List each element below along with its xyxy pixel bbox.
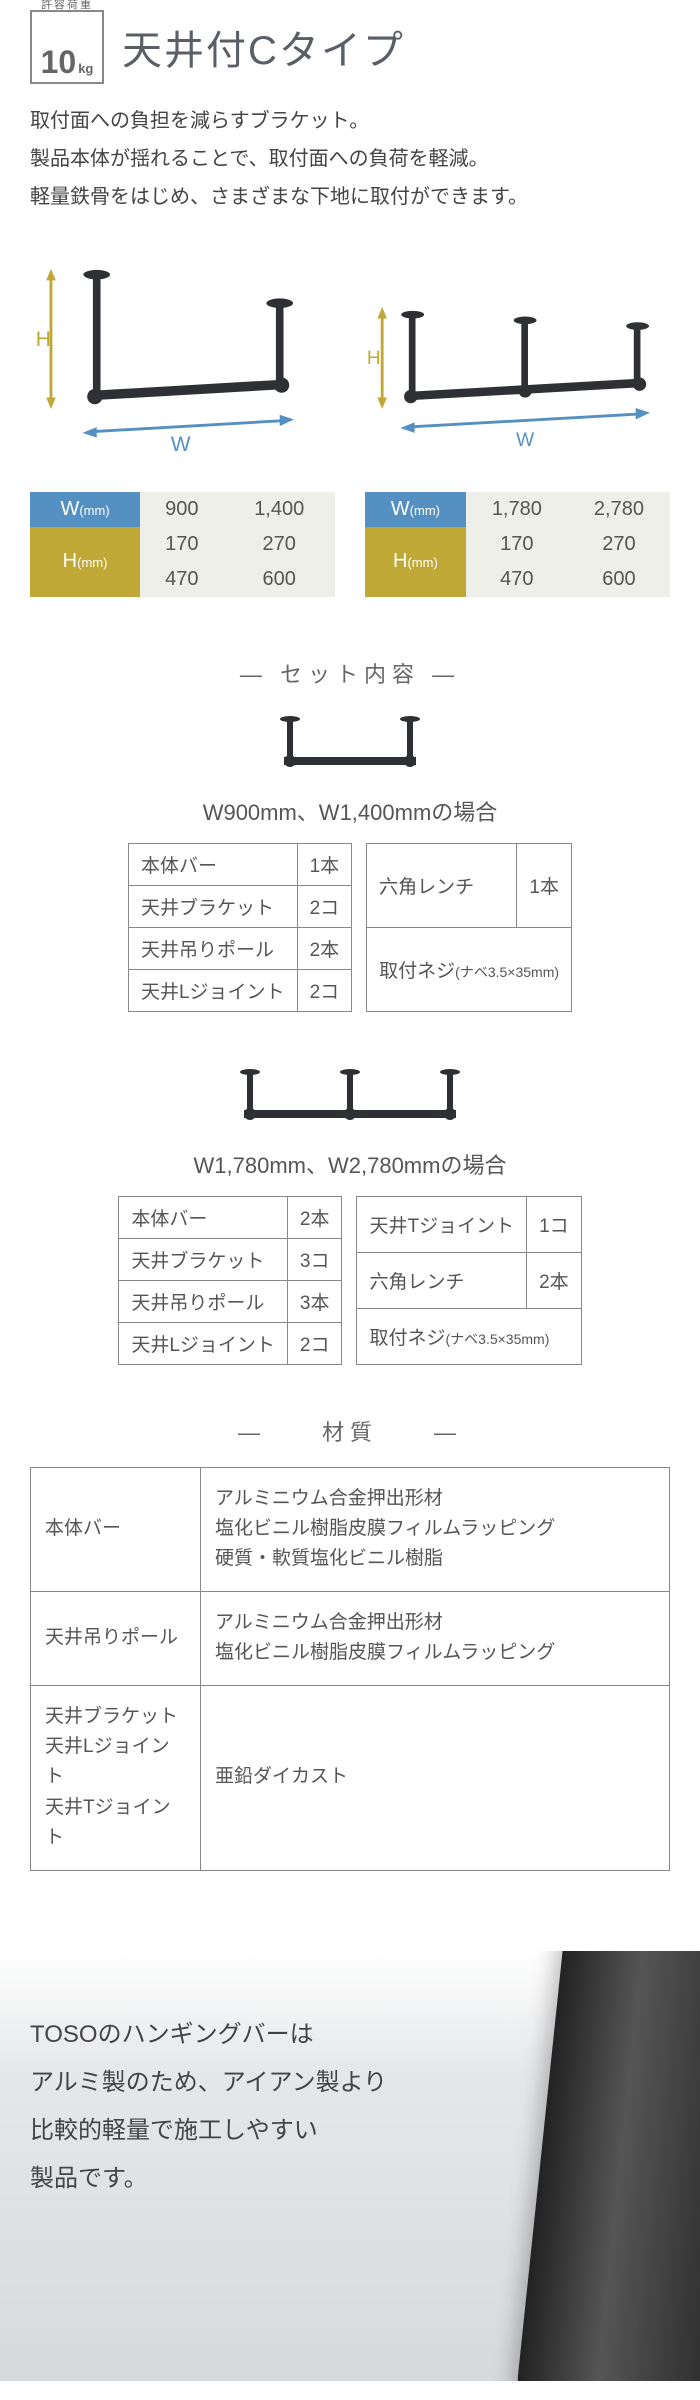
material-head: 本体バー xyxy=(31,1467,201,1591)
parts-row-a: 本体バー1本天井ブラケット2コ天井吊りポール2本天井Lジョイント2コ 六角レンチ… xyxy=(30,843,670,1012)
w-label: W xyxy=(516,430,534,451)
dim-val: 470 xyxy=(140,562,223,597)
h-label: H xyxy=(36,328,51,351)
dim-val: 470 xyxy=(466,562,568,597)
material-body: アルミニウム合金押出形材塩化ビニル樹脂皮膜フィルムラッピング xyxy=(201,1591,670,1685)
part-sub: (ナベ3.5×35mm) xyxy=(455,964,559,980)
part-qty: 2本 xyxy=(287,1196,342,1238)
part-label: 天井Tジョイント xyxy=(357,1196,527,1252)
footer-line: 製品です。 xyxy=(30,2155,670,2203)
part-label: 天井吊りポール xyxy=(128,927,297,969)
material-head: 天井ブラケット天井Lジョイント天井Tジョイント xyxy=(31,1685,201,1870)
parts-table: 六角レンチ1本取付ネジ(ナベ3.5×35mm) xyxy=(366,843,572,1012)
dim-val: 2,780 xyxy=(568,492,670,527)
set-caption-a: W900mm、W1,400mmの場合 xyxy=(30,795,670,827)
part-qty: 3本 xyxy=(287,1280,342,1322)
h-label: H xyxy=(367,348,381,369)
lead-line: 取付面への負担を減らすブラケット。 xyxy=(30,102,670,140)
dim-diagram-short: H W xyxy=(30,246,335,462)
part-label: 天井ブラケット xyxy=(119,1238,288,1280)
part-qty: 1コ xyxy=(527,1196,582,1252)
set-diagram-a xyxy=(30,709,670,785)
parts-table: 本体バー2本天井ブラケット3コ天井吊りポール3本天井Lジョイント2コ xyxy=(118,1196,342,1365)
part-label: 天井Lジョイント xyxy=(119,1322,288,1364)
footer-line: TOSOのハンギングバーは xyxy=(30,2011,670,2059)
lead-line: 製品本体が揺れることで、取付面への負荷を軽減。 xyxy=(30,140,670,178)
page-title: 天井付Cタイプ xyxy=(122,18,405,76)
part-label: 本体バー xyxy=(119,1196,288,1238)
footer-promo: TOSOのハンギングバーは アルミ製のため、アイアン製より 比較的軽量で施工しや… xyxy=(0,1951,700,2381)
part-qty: 3コ xyxy=(287,1238,342,1280)
parts-table: 天井Tジョイント1コ六角レンチ2本取付ネジ(ナベ3.5×35mm) xyxy=(356,1196,581,1365)
set-caption-b: W1,780mm、W2,780mmの場合 xyxy=(30,1148,670,1180)
part-label: 六角レンチ xyxy=(357,1252,527,1308)
part-label: 取付ネジ(ナベ3.5×35mm) xyxy=(357,1308,581,1364)
material-heading: ― 材質 ― xyxy=(30,1415,670,1447)
part-qty: 2コ xyxy=(297,885,352,927)
part-label: 取付ネジ(ナベ3.5×35mm) xyxy=(367,927,572,1011)
h-unit: (mm) xyxy=(77,555,107,570)
part-qty: 2本 xyxy=(297,927,352,969)
footer-line: 比較的軽量で施工しやすい xyxy=(30,2107,670,2155)
w-head: W xyxy=(391,498,410,520)
part-qty: 1本 xyxy=(297,843,352,885)
part-qty: 1本 xyxy=(517,843,572,927)
lead-text: 取付面への負担を減らすブラケット。 製品本体が揺れることで、取付面への負荷を軽減… xyxy=(30,102,670,216)
part-qty: 2本 xyxy=(527,1252,582,1308)
header: 許容荷重 10 kg 天井付Cタイプ xyxy=(30,10,670,84)
part-label: 天井ブラケット xyxy=(128,885,297,927)
w-unit: (mm) xyxy=(410,503,440,518)
dim-diagram-long: H W xyxy=(365,246,670,462)
dim-val: 170 xyxy=(466,527,568,562)
part-label: 六角レンチ xyxy=(367,843,517,927)
h-head: H xyxy=(63,550,77,572)
part-sub: (ナベ3.5×35mm) xyxy=(446,1331,550,1347)
dim-val: 270 xyxy=(568,527,670,562)
dim-val: 900 xyxy=(140,492,223,527)
set-diagram-b xyxy=(30,1062,670,1138)
h-head: H xyxy=(393,550,407,572)
parts-row-b: 本体バー2本天井ブラケット3コ天井吊りポール3本天井Lジョイント2コ 天井Tジョ… xyxy=(30,1196,670,1365)
set-heading: ― セット内容 ― xyxy=(30,657,670,689)
dimension-tables: W(mm) 900 1,400 H(mm) 170 270 470 600 W(… xyxy=(30,492,670,597)
lead-line: 軽量鉄骨をはじめ、さまざまな下地に取付ができます。 xyxy=(30,178,670,216)
dim-val: 600 xyxy=(223,562,335,597)
load-caption: 許容荷重 xyxy=(41,0,93,12)
part-label: 天井吊りポール xyxy=(119,1280,288,1322)
part-label: 天井Lジョイント xyxy=(128,969,297,1011)
material-head: 天井吊りポール xyxy=(31,1591,201,1685)
part-qty: 2コ xyxy=(287,1322,342,1364)
dim-val: 1,780 xyxy=(466,492,568,527)
footer-line: アルミ製のため、アイアン製より xyxy=(30,2059,670,2107)
dim-val: 1,400 xyxy=(223,492,335,527)
w-head: W xyxy=(60,498,79,520)
dim-table-right: W(mm) 1,780 2,780 H(mm) 170 270 470 600 xyxy=(365,492,670,597)
material-body: アルミニウム合金押出形材塩化ビニル樹脂皮膜フィルムラッピング硬質・軟質塩化ビニル… xyxy=(201,1467,670,1591)
material-body: 亜鉛ダイカスト xyxy=(201,1685,670,1870)
w-unit: (mm) xyxy=(79,503,109,518)
h-unit: (mm) xyxy=(407,555,437,570)
part-qty: 2コ xyxy=(297,969,352,1011)
dimension-diagrams: H W H xyxy=(30,246,670,462)
material-table: 本体バーアルミニウム合金押出形材塩化ビニル樹脂皮膜フィルムラッピング硬質・軟質塩… xyxy=(30,1467,670,1871)
parts-table: 本体バー1本天井ブラケット2コ天井吊りポール2本天井Lジョイント2コ xyxy=(128,843,352,1012)
part-label: 本体バー xyxy=(128,843,297,885)
dim-val: 600 xyxy=(568,562,670,597)
load-unit: kg xyxy=(78,61,93,76)
dim-val: 170 xyxy=(140,527,223,562)
dim-table-left: W(mm) 900 1,400 H(mm) 170 270 470 600 xyxy=(30,492,335,597)
load-badge: 許容荷重 10 kg xyxy=(30,10,104,84)
w-label: W xyxy=(171,433,191,456)
dim-val: 270 xyxy=(223,527,335,562)
load-value: 10 xyxy=(41,46,77,78)
